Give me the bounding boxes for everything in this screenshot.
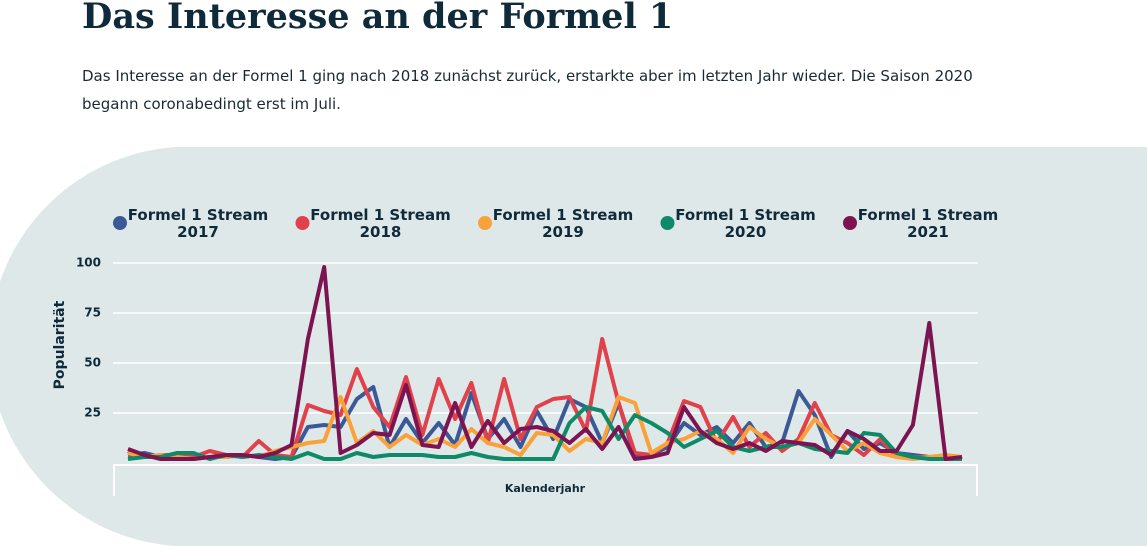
legend-label: Formel 1 Stream 2017 (127, 206, 269, 241)
y-tick-label: 25 (84, 406, 101, 420)
legend-marker (660, 216, 675, 230)
series-line (127, 265, 963, 461)
y-tick-label: 75 (84, 306, 101, 320)
page-title: Das Interesse an der Formel 1 (82, 0, 674, 37)
legend-label: Formel 1 Stream 2021 (857, 206, 999, 241)
x-axis (113, 464, 978, 496)
y-axis-label: Popularität (52, 300, 68, 389)
legend-label: Formel 1 Stream 2019 (492, 206, 634, 241)
y-tick-label: 50 (84, 356, 101, 370)
legend-marker (478, 216, 492, 230)
legend-marker (113, 216, 127, 230)
legend-label: Formel 1 Stream 2020 (675, 206, 816, 241)
page-description: Das Interesse an der Formel 1 ging nach … (82, 67, 973, 113)
x-axis-label: Kalenderjahr (505, 482, 586, 495)
series-line (127, 337, 963, 461)
y-tick-label: 100 (76, 256, 101, 270)
legend-marker (843, 216, 857, 230)
legend-label: Formel 1 Stream 2018 (310, 206, 451, 241)
legend-marker (295, 216, 310, 230)
